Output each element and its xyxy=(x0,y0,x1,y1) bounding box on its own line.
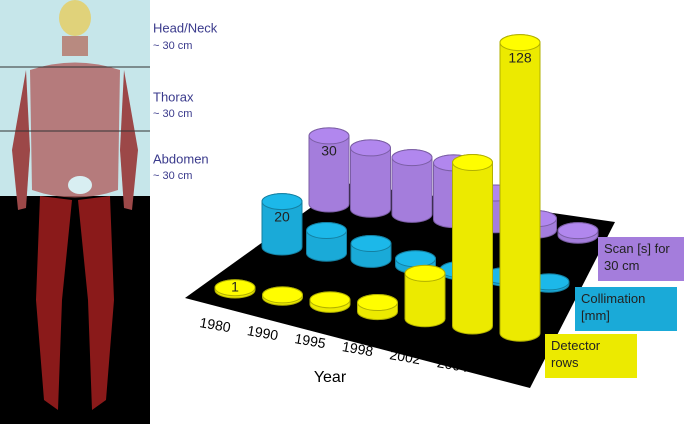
x-tick-label: 1998 xyxy=(341,338,375,359)
cylinder-top xyxy=(262,286,303,304)
cylinder-top xyxy=(404,264,446,282)
cylinder-top xyxy=(309,291,351,309)
cylinder-top xyxy=(261,193,303,211)
cylinder-top xyxy=(499,34,541,52)
region-name: Thorax xyxy=(153,89,194,104)
x-tick-label: 2002 xyxy=(388,346,422,367)
region-extent: ~ 30 cm xyxy=(153,108,192,120)
cylinder-top xyxy=(350,139,391,157)
region-name: Abdomen xyxy=(153,151,209,166)
cylinder-top xyxy=(452,154,493,172)
x-tick-label: 2004 xyxy=(436,354,470,375)
cylinder-top xyxy=(357,294,398,312)
x-tick-label: 2008 xyxy=(483,362,517,383)
region-extent: ~ 30 cm xyxy=(153,40,192,52)
x-tick-label: 1990 xyxy=(246,322,280,343)
region-extent: ~ 30 cm xyxy=(153,170,192,182)
region-name: Head/Neck xyxy=(153,20,218,35)
cylinder xyxy=(499,34,541,342)
x-tick-label: 1980 xyxy=(198,314,232,335)
legend-entry: Scan [s] for 30 cm xyxy=(598,237,684,281)
legend-entry: Collimation [mm] xyxy=(575,287,677,331)
x-axis-label: Year xyxy=(314,369,347,386)
cylinder-top xyxy=(214,279,256,297)
data-label: 128 xyxy=(508,49,532,65)
cylinder-top xyxy=(350,235,392,253)
cylinder-top xyxy=(306,222,347,239)
legend-entry: Detector rows xyxy=(545,334,637,378)
cylinder-top xyxy=(395,250,436,268)
cylinder xyxy=(452,154,493,335)
cylinder-top xyxy=(391,149,433,167)
data-label: 30 xyxy=(321,143,337,159)
data-label: 20 xyxy=(274,208,290,224)
x-tick-label: 1995 xyxy=(293,330,327,351)
data-label: 1 xyxy=(231,278,239,294)
cylinder-top xyxy=(308,127,350,145)
scan-image xyxy=(0,0,150,424)
cylinder-top xyxy=(557,222,599,240)
